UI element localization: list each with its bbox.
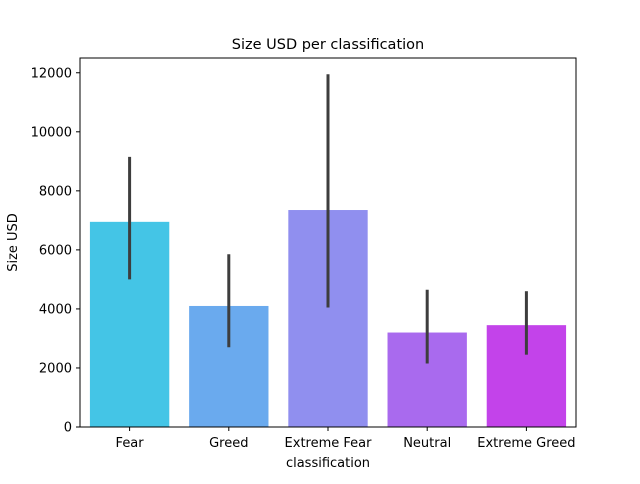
x-tick-label-3: Neutral	[403, 436, 451, 451]
x-tick-label-0: Fear	[116, 436, 145, 451]
y-tick-label-0: 0	[64, 421, 72, 436]
y-tick-label-3: 6000	[39, 243, 72, 258]
x-tick-label-4: Extreme Greed	[477, 436, 575, 451]
y-tick-label-4: 8000	[39, 184, 72, 199]
y-tick-label-2: 4000	[39, 302, 72, 317]
y-tick-label-1: 2000	[39, 361, 72, 376]
y-tick-label-5: 10000	[31, 125, 72, 140]
chart-title: Size USD per classification	[232, 37, 424, 53]
error-bars-group	[128, 74, 528, 364]
y-axis: 0 2000 4000 6000 8000 10000 12000	[31, 66, 80, 436]
y-axis-label: Size USD	[6, 213, 21, 272]
x-tick-label-1: Greed	[209, 436, 248, 451]
x-axis: Fear Greed Extreme Fear Neutral Extreme Gree…	[116, 427, 576, 451]
x-axis-label: classification	[286, 456, 370, 471]
plot-frame	[79, 57, 577, 428]
x-tick-label-2: Extreme Fear	[285, 436, 373, 451]
y-tick-label-6: 12000	[31, 66, 72, 81]
